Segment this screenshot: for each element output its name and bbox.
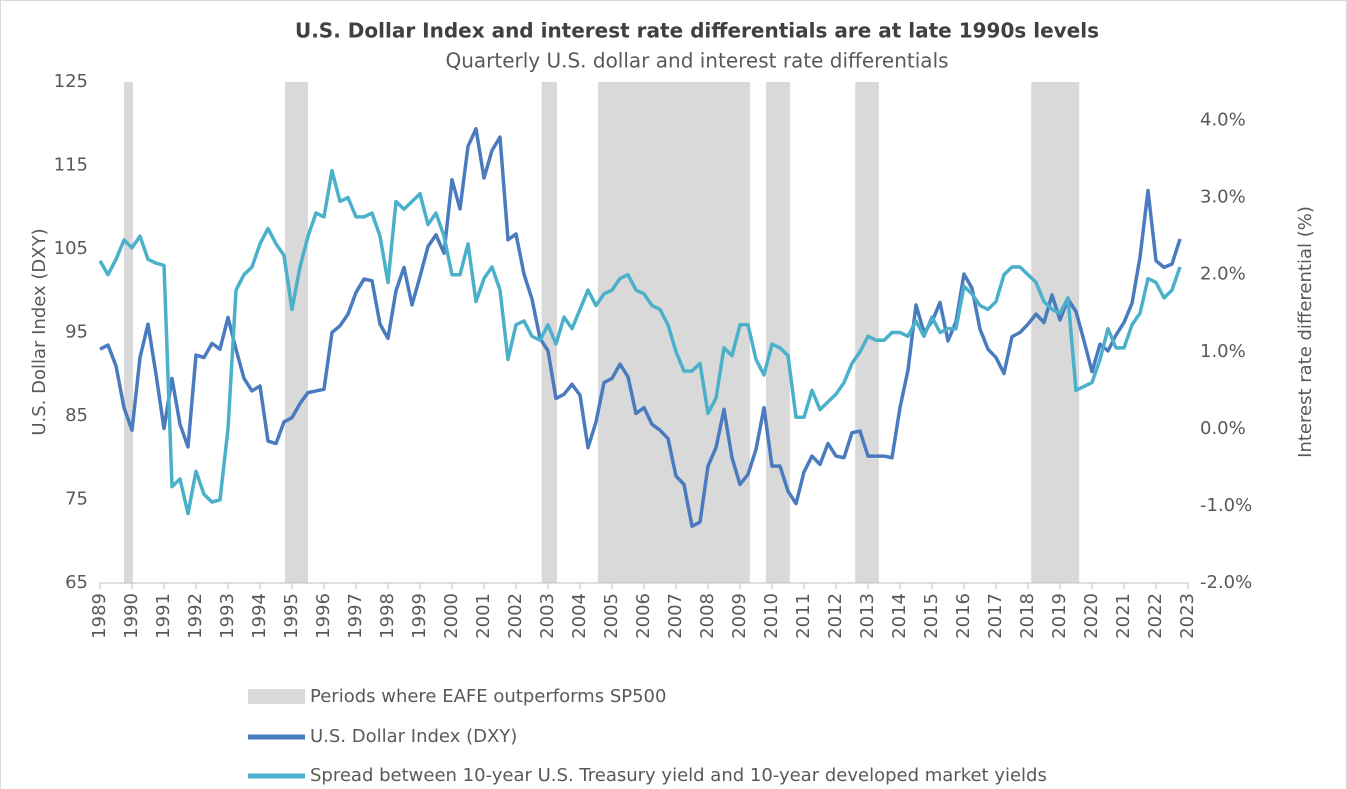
shaded-period [855,82,879,583]
legend-label: U.S. Dollar Index (DXY) [310,726,517,747]
legend-swatch [248,689,305,704]
legend-label: Spread between 10-year U.S. Treasury yie… [310,765,1047,786]
chart-title: U.S. Dollar Index and interest rate diff… [295,19,1099,43]
x-tick-label: 2006 [633,593,654,639]
y-tick-label: 65 [65,572,88,593]
y-tick-label: 115 [54,155,88,176]
x-tick-label: 2013 [857,593,878,639]
y2-tick-label: 3.0% [1200,187,1246,208]
y2-axis-title: Interest rate differential (%) [1295,206,1316,458]
x-tick-label: 2008 [697,593,718,639]
x-tick-label: 2003 [537,593,558,639]
shaded-period [597,82,750,583]
x-tick-label: 2012 [825,593,846,639]
chart-subtitle: Quarterly U.S. dollar and interest rate … [445,49,948,73]
x-tick-label: 2011 [793,593,814,639]
legend-label: Periods where EAFE outperforms SP500 [310,686,666,707]
y-tick-label: 75 [65,489,88,510]
x-tick-label: 2016 [953,593,974,639]
x-tick-label: 2004 [569,593,590,639]
x-tick-label: 1992 [185,593,206,639]
y2-tick-label: 4.0% [1200,110,1246,131]
series-line [98,168,1182,516]
x-tick-label: 2007 [665,593,686,639]
y2-tick-label: -2.0% [1200,572,1252,593]
y2-tick-label: -1.0% [1200,495,1252,516]
x-tick-label: 1993 [217,593,238,639]
x-tick-label: 2017 [985,593,1006,639]
x-tick-label: 1999 [409,593,430,639]
series-line [99,127,1182,528]
x-tick-label: 2019 [1049,593,1070,639]
x-tick-label: 2020 [1081,593,1102,639]
x-tick-label: 1991 [153,593,174,639]
y-tick-label: 105 [54,238,88,259]
shaded-period [541,82,557,583]
x-tick-label: 1989 [89,593,110,639]
x-tick-label: 1998 [377,593,398,639]
y-tick-label: 125 [54,71,88,92]
y-axis-title: U.S. Dollar Index (DXY) [29,228,50,435]
x-tick-label: 2023 [1177,593,1198,639]
x-tick-label: 2002 [505,593,526,639]
y-tick-label: 95 [65,322,88,343]
x-tick-label: 1997 [345,593,366,639]
x-tick-label: 1990 [121,593,142,639]
shaded-period [284,82,308,583]
shaded-period [765,82,790,583]
y2-tick-label: 0.0% [1200,418,1246,439]
y2-tick-label: 2.0% [1200,264,1246,285]
shaded-period [124,82,133,583]
x-tick-label: 2001 [473,593,494,639]
y2-tick-label: 1.0% [1200,341,1246,362]
x-tick-label: 2022 [1145,593,1166,639]
x-tick-label: 2005 [601,593,622,639]
x-tick-label: 2000 [441,593,462,639]
x-tick-label: 2010 [761,593,782,639]
x-tick-label: 2015 [921,593,942,639]
x-tick-label: 2014 [889,593,910,639]
x-tick-label: 2018 [1017,593,1038,639]
y-tick-label: 85 [65,405,88,426]
x-tick-label: 1995 [281,593,302,639]
x-tick-label: 1996 [313,593,334,639]
x-tick-label: 2009 [729,593,750,639]
x-tick-label: 2021 [1113,593,1134,639]
x-tick-label: 1994 [249,593,270,639]
